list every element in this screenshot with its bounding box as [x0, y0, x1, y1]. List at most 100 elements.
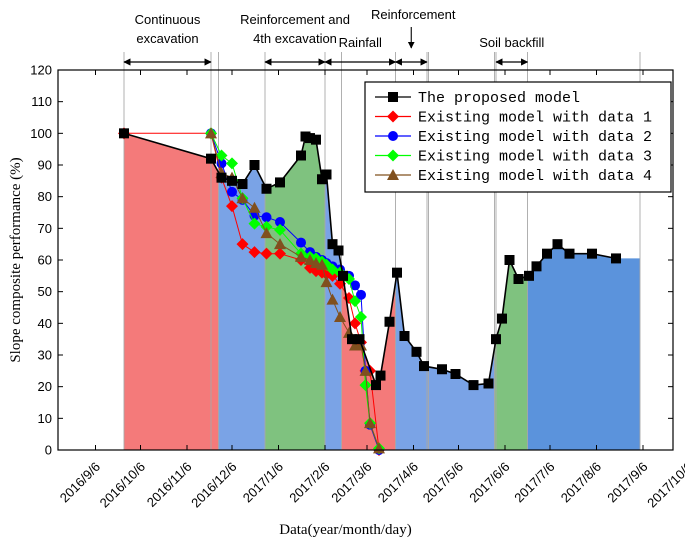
data-point — [311, 134, 321, 145]
data-point — [334, 311, 346, 322]
x-tick-label: 2016/12/6 — [188, 459, 240, 511]
legend-label: Existing model with data 2 — [418, 129, 652, 146]
x-tick-label: 2017/10/6 — [644, 459, 685, 511]
data-point — [373, 442, 385, 454]
data-point — [248, 246, 261, 259]
legend-label: Existing model with data 1 — [418, 110, 652, 127]
y-tick-label: 30 — [38, 348, 52, 363]
legend-marker — [387, 110, 399, 123]
x-tick-label: 2016/9/6 — [57, 459, 103, 505]
region-5 — [395, 272, 429, 450]
phase-label: excavation — [136, 31, 198, 46]
data-point — [355, 311, 367, 323]
legend-entry-4: Existing model with data 3 — [375, 149, 652, 166]
phase-4: Soil backfill — [479, 35, 544, 66]
region-6 — [428, 348, 495, 450]
data-point — [359, 379, 372, 392]
data-point — [327, 239, 338, 250]
phase-3: Reinforcement — [371, 7, 456, 66]
data-point — [216, 172, 227, 183]
x-tick-label: 2017/1/6 — [240, 459, 286, 505]
data-point — [350, 280, 360, 291]
data-point — [338, 270, 348, 281]
phase-label: Reinforcement — [371, 7, 456, 22]
y-axis-title: Slope composite performance (%) — [8, 157, 24, 362]
series-5 — [205, 127, 385, 454]
data-point — [215, 149, 228, 162]
region-1 — [218, 165, 265, 450]
y-tick-label: 0 — [45, 443, 52, 458]
data-point — [248, 201, 261, 213]
data-point — [320, 276, 333, 288]
data-point — [304, 254, 316, 265]
data-point — [227, 175, 237, 186]
data-point — [384, 316, 395, 327]
legend-label: The proposed model — [418, 90, 580, 107]
x-axis-title: Data(year/month/day) — [279, 522, 411, 538]
data-point — [274, 247, 286, 260]
y-tick-label: 80 — [38, 189, 52, 204]
y-tick-label: 50 — [38, 284, 52, 299]
data-point — [564, 248, 575, 259]
data-point — [347, 334, 357, 345]
data-point — [295, 250, 307, 262]
phase-label: 4th excavation — [253, 31, 337, 46]
legend-marker — [387, 169, 399, 180]
data-point — [205, 127, 217, 139]
phase-label: Reinforcement and — [240, 12, 350, 27]
y-tick-label: 100 — [30, 126, 52, 141]
data-point — [260, 227, 273, 239]
data-point — [237, 179, 248, 189]
data-point — [411, 346, 422, 357]
data-point — [524, 270, 534, 281]
data-point — [513, 274, 524, 284]
phase-0: Continuous excavation — [123, 12, 212, 66]
legend-entry-2: Existing model with data 1 — [375, 110, 652, 127]
data-point — [261, 183, 272, 194]
data-point — [261, 212, 272, 223]
data-point — [375, 370, 386, 381]
data-point — [468, 380, 479, 391]
phase-label: Soil backfill — [479, 35, 544, 50]
y-tick-label: 110 — [31, 94, 52, 109]
x-tick-label: 2017/6/6 — [466, 459, 512, 505]
x-tick-label: 2016/11/6 — [144, 459, 195, 510]
data-point — [531, 261, 542, 272]
data-point — [226, 200, 238, 213]
y-tick-label: 40 — [38, 316, 52, 331]
data-point — [491, 334, 501, 345]
data-point — [274, 238, 286, 250]
y-tick-label: 120 — [30, 63, 52, 78]
x-tick-label: 2017/8/6 — [558, 459, 604, 505]
legend: The proposed model Existing model with da… — [364, 81, 672, 193]
legend-box — [364, 81, 672, 193]
phase-label: Continuous — [135, 12, 201, 27]
y-tick-label: 20 — [38, 379, 52, 394]
phase-2: Rainfall — [324, 35, 397, 66]
legend-marker — [388, 131, 398, 141]
data-point — [552, 239, 563, 250]
data-point — [371, 380, 381, 391]
data-point — [504, 255, 515, 265]
data-point — [119, 128, 129, 139]
data-point — [542, 248, 552, 259]
data-point — [260, 247, 273, 260]
x-tick-label: 2017/3/6 — [328, 459, 374, 505]
data-point — [392, 267, 402, 278]
phase-label: Rainfall — [339, 35, 382, 50]
data-point — [399, 331, 410, 341]
phase-1: Reinforcement and 4th excavation — [240, 12, 350, 66]
data-point — [275, 177, 285, 188]
series-1 — [119, 128, 621, 391]
x-tick-label: 2017/2/6 — [286, 459, 332, 505]
data-point — [249, 160, 260, 170]
region-8 — [527, 244, 640, 450]
y-tick-label: 60 — [38, 253, 52, 268]
data-point — [611, 253, 621, 264]
data-point — [260, 220, 273, 233]
legend-entry-1: The proposed model — [375, 90, 580, 107]
data-point — [227, 186, 237, 197]
data-point — [450, 369, 461, 379]
